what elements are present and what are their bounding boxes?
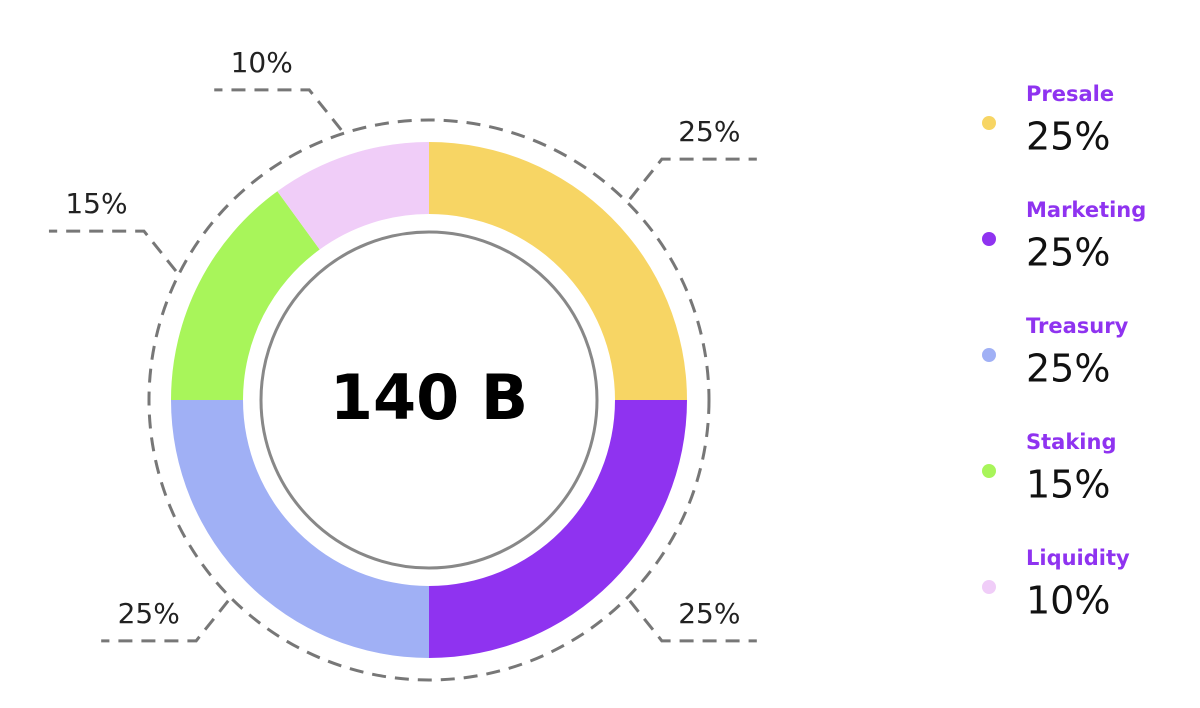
inner-ring: [259, 230, 599, 570]
center-label: 140 B: [330, 361, 528, 434]
legend-value: 10%: [1026, 579, 1110, 623]
segment: [277, 142, 429, 250]
callout-label: 15%: [65, 187, 127, 220]
legend-value: 15%: [1026, 463, 1110, 507]
callout-line: [101, 599, 230, 643]
callout-label: 25%: [678, 115, 740, 148]
legend-dot: [982, 116, 996, 130]
legend-name: Presale: [1026, 82, 1114, 106]
legend-name: Marketing: [1026, 198, 1146, 222]
callout-label: 10%: [231, 46, 293, 79]
legend-dot: [982, 580, 996, 594]
callout-line: [48, 229, 178, 273]
outer-dashed-ring: [147, 118, 711, 682]
callout-line: [628, 157, 757, 201]
callout-line: [628, 599, 757, 643]
legend-value: 25%: [1026, 231, 1110, 275]
legend-name: Treasury: [1026, 314, 1129, 338]
legend-value: 25%: [1026, 115, 1110, 159]
callout-label: 25%: [118, 597, 180, 630]
callout-label: 25%: [678, 597, 740, 630]
legend-dot: [982, 232, 996, 246]
legend-value: 25%: [1026, 347, 1110, 391]
legend-dot: [982, 464, 996, 478]
segment: [171, 400, 429, 658]
legend-dot: [982, 348, 996, 362]
legend-name: Staking: [1026, 430, 1116, 454]
segment: [429, 142, 687, 400]
callout-line: [214, 88, 343, 131]
segment: [429, 400, 687, 658]
legend-name: Liquidity: [1026, 546, 1130, 570]
segment: [171, 191, 320, 400]
